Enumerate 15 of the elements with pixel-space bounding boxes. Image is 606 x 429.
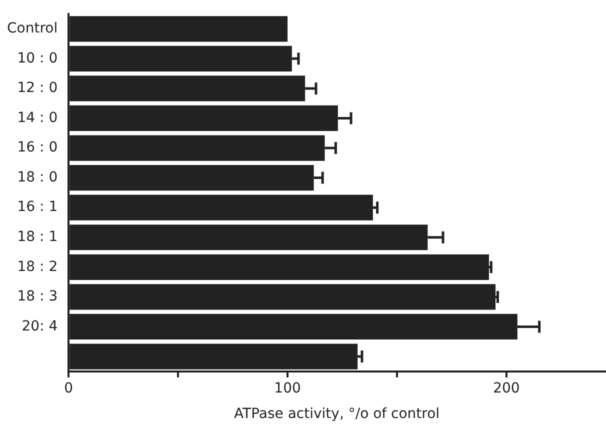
y-tick-label: 14 : 0 (17, 110, 58, 126)
y-tick-label: 18 : 1 (17, 229, 58, 246)
x-axis-title: ATPase activity, °/o of control (234, 406, 440, 422)
y-tick-label: 18 : 2 (17, 258, 58, 275)
x-tick-label: 0 (64, 380, 74, 396)
y-tick-label: 16 : 0 (17, 140, 58, 156)
y-tick-label: Control (6, 20, 58, 37)
x-tick-label: 100 (274, 380, 301, 396)
y-tick-label: 18 : 3 (17, 288, 58, 305)
y-tick-label: 10 : 0 (17, 50, 58, 66)
y-tick-label: 18 : 0 (17, 169, 58, 186)
x-tick-label: 200 (493, 380, 520, 396)
y-tick-label: 16 : 1 (17, 199, 58, 216)
y-tick-label: 12 : 0 (17, 80, 58, 96)
y-tick-label: 20: 4 (22, 318, 58, 334)
